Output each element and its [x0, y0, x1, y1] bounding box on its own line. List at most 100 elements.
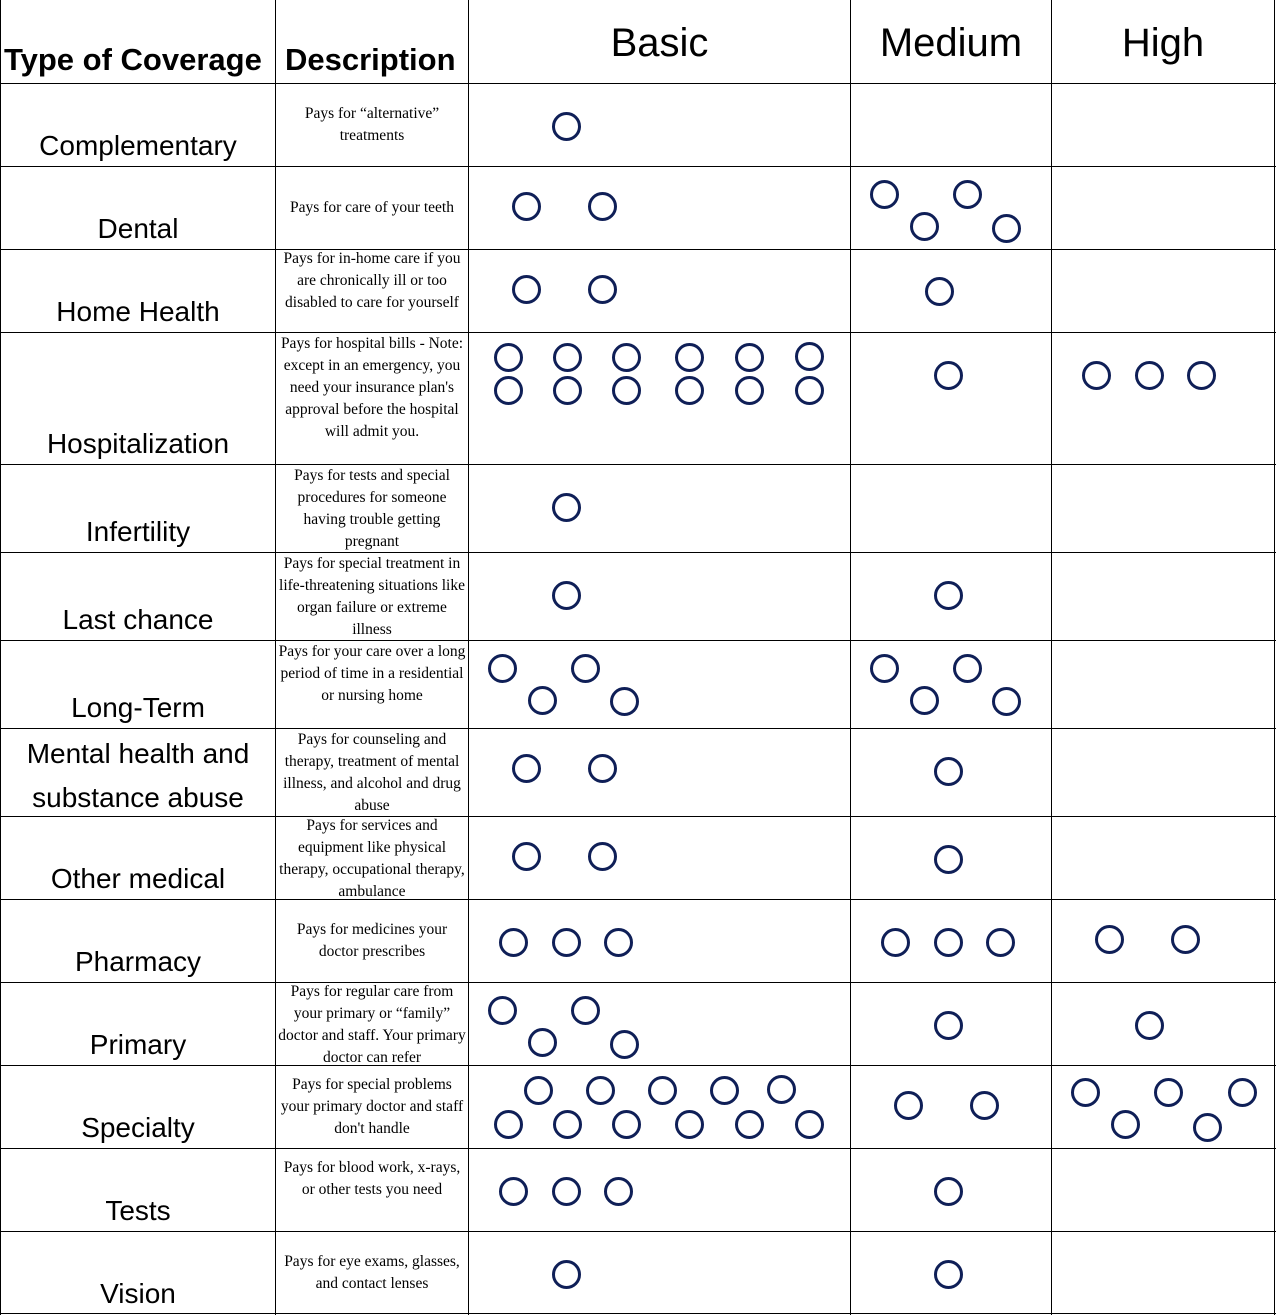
- circle-outline-icon: [1135, 1011, 1164, 1040]
- description-text: Pays for medicines your doctor prescribe…: [296, 921, 448, 960]
- circle-outline-icon: [512, 192, 541, 221]
- circle-outline-icon: [934, 361, 963, 390]
- circle-outline-icon: [910, 686, 939, 715]
- circle-outline-icon: [1171, 925, 1200, 954]
- coverage-type-pharmacy: Pharmacy: [74, 946, 202, 977]
- circle-outline-icon: [992, 687, 1021, 716]
- description-cell: Pays for “alternative” treatments: [277, 84, 467, 166]
- grid-line: [0, 249, 1276, 250]
- circle-outline-icon: [571, 654, 600, 683]
- circle-outline-icon: [488, 996, 517, 1025]
- grid-line: [468, 0, 469, 1315]
- coverage-type-dental: Dental: [97, 213, 179, 244]
- grid-line: [0, 816, 1276, 817]
- circle-outline-icon: [710, 1076, 739, 1105]
- circle-outline-icon: [934, 928, 963, 957]
- circle-outline-icon: [512, 275, 541, 304]
- circle-outline-icon: [499, 1177, 528, 1206]
- circle-outline-icon: [528, 686, 557, 715]
- circle-outline-icon: [870, 654, 899, 683]
- circle-outline-icon: [1111, 1110, 1140, 1139]
- circle-outline-icon: [992, 214, 1021, 243]
- grid-line: [0, 1065, 1276, 1066]
- header-basic: Basic: [610, 21, 709, 65]
- circle-outline-icon: [586, 1076, 615, 1105]
- circle-outline-icon: [795, 1110, 824, 1139]
- grid-line: [0, 552, 1276, 553]
- header-medium: Medium: [879, 21, 1023, 65]
- circle-outline-icon: [528, 1028, 557, 1057]
- circle-outline-icon: [925, 277, 954, 306]
- grid-line: [0, 0, 1, 1315]
- circle-outline-icon: [604, 1177, 633, 1206]
- grid-line: [850, 0, 851, 1315]
- description-cell: Pays for your care over a long period of…: [277, 641, 467, 728]
- grid-line: [1051, 0, 1052, 1315]
- description-cell: Pays for in-home care if you are chronic…: [277, 250, 467, 332]
- circle-outline-icon: [571, 996, 600, 1025]
- circle-outline-icon: [795, 376, 824, 405]
- circle-outline-icon: [494, 1110, 523, 1139]
- coverage-type-home-health: Home Health: [56, 296, 220, 327]
- circle-outline-icon: [552, 928, 581, 957]
- circle-outline-icon: [494, 376, 523, 405]
- circle-outline-icon: [512, 754, 541, 783]
- circle-outline-icon: [1193, 1113, 1222, 1142]
- grid-line: [0, 728, 1276, 729]
- circle-outline-icon: [588, 192, 617, 221]
- circle-outline-icon: [870, 180, 899, 209]
- description-text: Pays for counseling and therapy, treatme…: [283, 731, 461, 814]
- circle-outline-icon: [499, 928, 528, 957]
- circle-outline-icon: [610, 1030, 639, 1059]
- circle-outline-icon: [1071, 1078, 1100, 1107]
- circle-outline-icon: [612, 1110, 641, 1139]
- circle-outline-icon: [552, 1260, 581, 1289]
- circle-outline-icon: [953, 180, 982, 209]
- description-cell: Pays for medicines your doctor prescribe…: [277, 900, 467, 982]
- grid-line: [0, 332, 1276, 333]
- description-cell: Pays for blood work, x-rays, or other te…: [277, 1149, 467, 1231]
- circle-outline-icon: [795, 342, 824, 371]
- coverage-type-vision: Vision: [100, 1278, 176, 1309]
- circle-outline-icon: [986, 928, 1015, 957]
- circle-outline-icon: [494, 343, 523, 372]
- description-text: Pays for special treatment in life-threa…: [279, 555, 465, 638]
- grid-line: [275, 0, 276, 1315]
- circle-outline-icon: [934, 1177, 963, 1206]
- grid-line: [0, 982, 1276, 983]
- circle-outline-icon: [553, 1110, 582, 1139]
- description-cell: Pays for tests and special procedures fo…: [277, 465, 467, 552]
- description-cell: Pays for counseling and therapy, treatme…: [277, 729, 467, 816]
- coverage-type-tests: Tests: [105, 1195, 171, 1226]
- circle-outline-icon: [953, 654, 982, 683]
- circle-outline-icon: [648, 1076, 677, 1105]
- description-text: Pays for services and equipment like phy…: [279, 817, 465, 899]
- circle-outline-icon: [735, 1110, 764, 1139]
- circle-outline-icon: [735, 376, 764, 405]
- grid-line: [0, 464, 1276, 465]
- description-cell: Pays for services and equipment like phy…: [277, 817, 467, 899]
- circle-outline-icon: [1228, 1078, 1257, 1107]
- coverage-type-specialty: Specialty: [81, 1112, 195, 1143]
- circle-outline-icon: [934, 1260, 963, 1289]
- circle-outline-icon: [552, 1177, 581, 1206]
- description-cell: Pays for eye exams, glasses, and contact…: [277, 1232, 467, 1313]
- description-cell: Pays for regular care from your primary …: [277, 983, 467, 1065]
- description-text: Pays for hospital bills - Note: except i…: [280, 335, 464, 440]
- circle-outline-icon: [1135, 361, 1164, 390]
- circle-outline-icon: [612, 376, 641, 405]
- coverage-type-infertility: Infertility: [85, 516, 191, 547]
- description-cell: Pays for hospital bills - Note: except i…: [277, 333, 467, 464]
- circle-outline-icon: [552, 493, 581, 522]
- circle-outline-icon: [1154, 1078, 1183, 1107]
- description-text: Pays for in-home care if you are chronic…: [283, 250, 461, 311]
- circle-outline-icon: [553, 376, 582, 405]
- circle-outline-icon: [894, 1091, 923, 1120]
- grid-line: [0, 1313, 1276, 1314]
- circle-outline-icon: [1187, 361, 1216, 390]
- circle-outline-icon: [552, 112, 581, 141]
- grid-line: [0, 83, 1276, 84]
- coverage-type-last-chance: Last chance: [62, 604, 214, 635]
- grid-line: [0, 1148, 1276, 1149]
